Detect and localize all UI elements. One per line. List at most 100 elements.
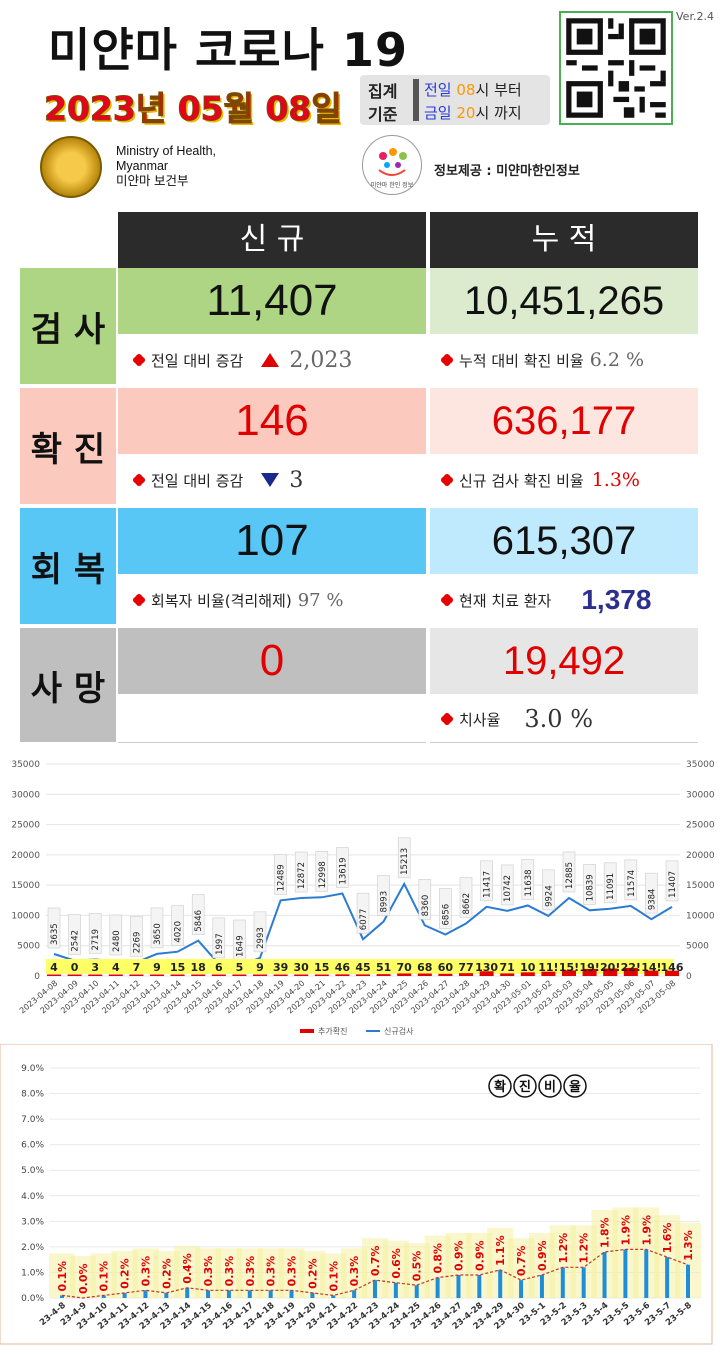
bar-confirmed xyxy=(253,974,267,976)
y-tick-label: 4.0% xyxy=(21,1192,44,1202)
data-label-box-tests xyxy=(171,905,184,946)
y-tick-label: 7.0% xyxy=(21,1115,44,1125)
virus-bullet-icon xyxy=(132,473,146,487)
bar-confirmed xyxy=(603,968,618,976)
bar-ratio xyxy=(60,1295,64,1298)
data-label-confirmed: 10 xyxy=(520,961,536,974)
data-label-ratio: 0.3% xyxy=(223,1256,236,1287)
info-source: 정보제공 : 미얀마한인정보 xyxy=(434,164,580,179)
data-label-tests: 2269 xyxy=(132,932,142,954)
confirmed-total-value: 636,177 xyxy=(430,388,698,454)
data-label-ratio: 0.6% xyxy=(390,1248,403,1279)
data-label-confirmed: 6 xyxy=(215,961,223,974)
test-change-value: 2,023 xyxy=(289,347,353,373)
period-from-suffix: 시 부터 xyxy=(475,81,522,99)
data-label-confirmed: 15 xyxy=(170,961,185,974)
positivity-chart: 0.0% 1.0% 2.0% 3.0% 4.0% 5.0% 6.0% 7.0% 8.0% 9.0%… xyxy=(0,1043,720,1350)
confirmed-change-row: 전일 대비 증감 3 xyxy=(118,456,426,504)
data-label-tests: 1649 xyxy=(235,935,245,957)
chart-title-char: 율 xyxy=(569,1079,581,1095)
qr-code[interactable] xyxy=(559,11,673,125)
data-label-tests: 13619 xyxy=(338,857,348,884)
data-label-tests: 11091 xyxy=(606,873,616,900)
data-label-box-tests xyxy=(212,917,226,959)
bar-confirmed xyxy=(191,974,206,976)
bar-ratio xyxy=(352,1290,357,1298)
data-label-confirmed: 15 xyxy=(314,961,329,974)
data-label-tests: 12872 xyxy=(297,862,307,889)
data-label-confirmed: 60 xyxy=(438,961,454,974)
test-change-row: 전일 대비 증감 2,023 xyxy=(118,336,426,384)
increase-arrow-icon xyxy=(261,353,280,367)
data-label-tests: 2542 xyxy=(71,930,81,952)
row-label-death: 사 망 xyxy=(20,628,116,742)
row-label-test: 검 사 xyxy=(20,268,116,384)
bar-confirmed xyxy=(479,971,494,976)
period-box: 집계 기준 전일 08시 부터 금일 20시 까지 xyxy=(360,75,550,125)
data-label-box-tests xyxy=(645,872,658,914)
data-label-box-tests xyxy=(68,914,81,955)
bar-ratio xyxy=(623,1249,628,1298)
bar-ratio xyxy=(602,1252,607,1298)
bar-confirmed xyxy=(232,974,247,976)
data-label-box-tests xyxy=(542,869,555,911)
series-line-tests xyxy=(53,881,673,968)
bar-ratio xyxy=(686,1264,690,1298)
chart-title-char: 진 xyxy=(519,1079,531,1095)
bar-confirmed xyxy=(67,974,82,976)
bar-ratio xyxy=(539,1275,544,1298)
death-empty-cell xyxy=(118,696,426,743)
bar-confirmed xyxy=(541,971,556,976)
data-label-confirmed: 7 xyxy=(133,961,141,974)
data-label-confirmed: 19! xyxy=(579,961,599,974)
data-label-confirmed: 11! xyxy=(538,961,558,974)
data-label-box-tests xyxy=(315,850,329,892)
virus-bullet-icon xyxy=(132,353,146,367)
period-from-prefix: 전일 xyxy=(424,81,452,99)
data-label-confirmed: 14! xyxy=(641,961,661,974)
bar-confirmed xyxy=(397,973,412,976)
version-label: Ver.2.4 xyxy=(676,10,714,23)
data-label-box-tests xyxy=(253,911,267,953)
data-label-tests: 9924 xyxy=(544,885,554,907)
bar-confirmed xyxy=(47,974,61,976)
confirmed-change-label: 전일 대비 증감 xyxy=(151,471,244,490)
bar-ratio xyxy=(373,1280,377,1298)
data-label-box-tests xyxy=(191,894,205,935)
chart-title-circle xyxy=(538,1074,562,1098)
current-patients-value: 1,378 xyxy=(581,584,652,615)
bar-ratio xyxy=(414,1285,419,1298)
bar-ratio xyxy=(247,1290,252,1298)
col-header-new: 신 규 xyxy=(118,212,426,268)
data-label-box-tests xyxy=(500,864,514,906)
data-label-box-tests xyxy=(480,860,493,902)
virus-bullet-icon xyxy=(440,712,454,726)
data-label-ratio: 0.8% xyxy=(432,1243,445,1274)
col-header-total: 누 적 xyxy=(430,212,698,268)
recovery-rate-row: 회복자 비율(격리해제) 97 % xyxy=(118,576,426,624)
data-label-box-tests xyxy=(583,864,596,905)
data-label-ratio: 0.2% xyxy=(160,1258,173,1289)
data-label-tests: 6077 xyxy=(359,909,369,931)
confirmed-change-value: 3 xyxy=(289,467,304,493)
y-tick-label-left: 25000 xyxy=(11,821,40,831)
period-to-suffix: 시 까지 xyxy=(475,104,522,122)
data-label-confirmed: 9 xyxy=(153,961,161,974)
data-label-confirmed: 5 xyxy=(236,961,244,974)
bar-confirmed xyxy=(335,974,350,976)
data-label-ratio: 0.1% xyxy=(98,1261,111,1292)
fatality-label: 치사율 xyxy=(459,710,501,729)
y-tick-label-left: 35000 xyxy=(11,760,40,770)
bar-confirmed xyxy=(500,973,515,976)
bar-ratio xyxy=(393,1282,398,1298)
data-label-ratio: 0.3% xyxy=(244,1256,257,1287)
data-label-tests: 6856 xyxy=(441,904,451,926)
data-label-confirmed: 46 xyxy=(335,961,351,974)
data-label-box-tests xyxy=(624,859,638,901)
legend-swatch-confirmed xyxy=(300,1029,314,1033)
bar-ratio xyxy=(122,1292,127,1298)
bar-confirmed xyxy=(665,970,679,976)
chart-title-circle xyxy=(488,1074,512,1098)
data-label-ratio: 1.3% xyxy=(682,1230,695,1261)
bar-confirmed xyxy=(582,968,597,976)
